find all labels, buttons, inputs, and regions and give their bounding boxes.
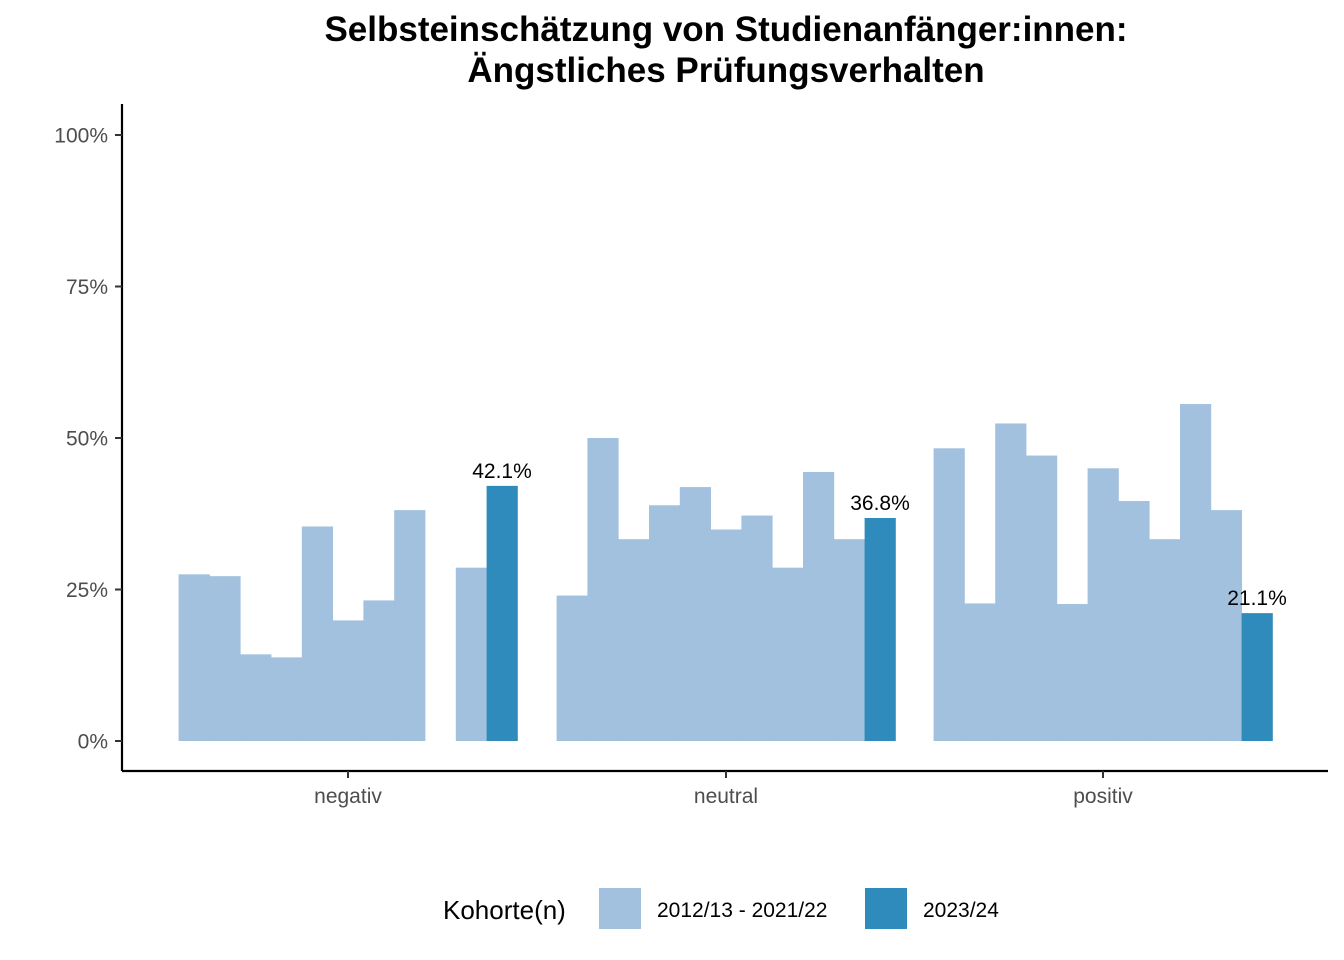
chart-title: Selbsteinschätzung von Studienanfänger:i… <box>324 10 1127 90</box>
bar-historical-cohort <box>803 471 835 741</box>
bar-historical-cohort <box>394 510 426 741</box>
y-tick-label: 50% <box>66 428 108 451</box>
bar-historical-cohort <box>455 567 487 741</box>
bar-historical-cohort <box>741 515 773 741</box>
chart-title-line-1: Selbsteinschätzung von Studienanfänger:i… <box>324 10 1127 49</box>
x-tick-label: positiv <box>1073 785 1133 808</box>
bar-historical-cohort <box>933 448 965 741</box>
bar-historical-cohort <box>649 505 681 741</box>
y-tick-label: 25% <box>66 579 108 602</box>
data-labels: 42.1% 36.8% 21.1% <box>472 460 1287 610</box>
bars <box>178 404 1273 741</box>
x-tick-label: negativ <box>314 785 382 808</box>
x-axis: negativ neutral positiv <box>122 769 1328 808</box>
legend-title: Kohorte(n) <box>443 895 566 925</box>
bar-historical-cohort <box>363 600 395 741</box>
data-label: 42.1% <box>472 460 532 483</box>
chart-title-line-2: Ängstliches Prüfungsverhalten <box>467 51 984 90</box>
bar-historical-cohort <box>995 423 1027 741</box>
y-tick-label: 75% <box>66 276 108 299</box>
bar-historical-cohort <box>556 595 588 741</box>
bar-historical-cohort <box>240 654 272 741</box>
legend-key-current <box>865 888 907 929</box>
bar-historical-cohort <box>833 539 865 741</box>
bar-historical-cohort <box>964 603 996 741</box>
bar-current-cohort <box>864 517 896 741</box>
bar-current-cohort <box>1241 613 1273 741</box>
bar-historical-cohort <box>618 539 650 741</box>
y-tick-label: 100% <box>54 125 108 148</box>
bar-historical-cohort <box>1056 604 1088 741</box>
bar-historical-cohort <box>301 526 333 741</box>
y-tick-label: 0% <box>78 731 108 754</box>
bar-historical-cohort <box>679 487 711 741</box>
bar-historical-cohort <box>1026 455 1058 741</box>
bar-historical-cohort <box>587 438 619 741</box>
bar-historical-cohort <box>271 657 303 741</box>
bar-historical-cohort <box>1180 404 1212 741</box>
legend-label-historical: 2012/13 - 2021/22 <box>657 899 827 922</box>
legend: Kohorte(n) 2012/13 - 2021/22 2023/24 <box>443 888 999 929</box>
bar-historical-cohort <box>1118 501 1150 741</box>
y-axis: 0% 25% 50% 75% 100% <box>54 104 124 771</box>
x-tick-label: neutral <box>694 785 758 808</box>
data-label: 36.8% <box>850 492 910 515</box>
legend-label-current: 2023/24 <box>923 899 999 922</box>
bar-historical-cohort <box>332 620 364 741</box>
bar-historical-cohort <box>1149 539 1181 741</box>
bar-historical-cohort <box>1210 510 1242 741</box>
data-label: 21.1% <box>1227 587 1287 610</box>
bar-historical-cohort <box>1087 468 1119 741</box>
bar-historical-cohort <box>710 529 742 741</box>
legend-key-historical <box>599 888 641 929</box>
bar-historical-cohort <box>772 567 804 741</box>
bar-current-cohort <box>486 485 518 741</box>
bar-historical-cohort <box>209 576 241 741</box>
bar-historical-cohort <box>178 574 210 741</box>
